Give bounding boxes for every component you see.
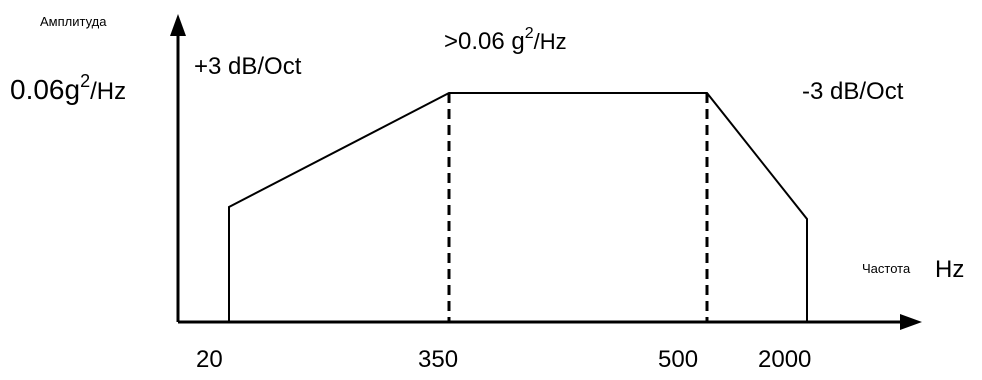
x-tick-20: 20 (196, 346, 223, 373)
falling-slope-label: -3 dB/Oct (802, 78, 904, 105)
x-tick-500: 500 (658, 346, 698, 373)
plateau-level-label: >0.06 g2/Hz (444, 25, 567, 55)
x-axis-unit: Hz (935, 256, 964, 283)
x-axis-arrow (900, 314, 922, 330)
x-axis-label: Частота (862, 261, 911, 276)
level-label: 0.06g2/Hz (10, 71, 126, 105)
y-axis-arrow (170, 14, 186, 36)
x-tick-350: 350 (418, 346, 458, 373)
x-tick-2000: 2000 (758, 346, 811, 373)
psd-profile-line (228, 92, 808, 322)
rising-slope-label: +3 dB/Oct (194, 53, 302, 80)
y-axis-label: Амплитуда (40, 14, 107, 29)
